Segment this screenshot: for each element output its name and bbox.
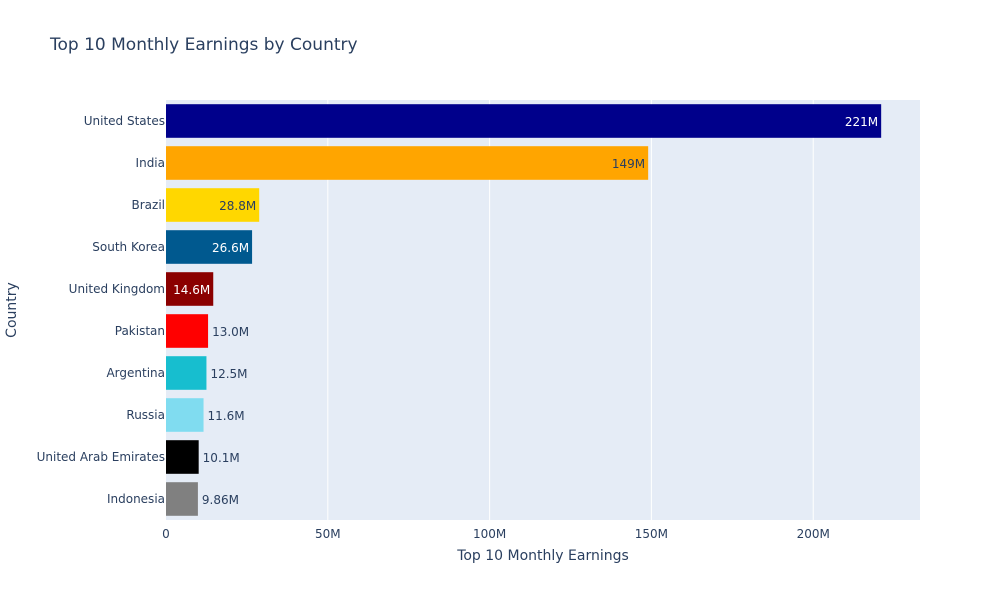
bar [166,104,882,138]
data-labels: 221M 149M 28.8M 26.6M 14.6M 13.0M 12.5M 11.6M 10… [173,115,878,507]
x-tick-label: 200M [797,527,830,541]
bar-value-label: 14.6M [173,283,210,297]
y-axis-ticks: United States India Brazil South Korea Unite… [37,114,165,506]
y-tick-label: Brazil [132,198,166,212]
y-tick-label: Pakistan [115,324,165,338]
bar [166,146,649,180]
bar-value-label: 9.86M [202,493,239,507]
bar-value-label: 28.8M [219,199,256,213]
chart-title: Top 10 Monthly Earnings by Country [49,35,358,55]
bar [166,314,209,348]
bar [166,482,198,516]
y-tick-label: Argentina [106,366,165,380]
x-axis-title: Top 10 Monthly Earnings [456,548,629,564]
y-tick-label: Indonesia [107,492,165,506]
bar [166,440,199,474]
bars [166,104,882,516]
bar-value-label: 149M [612,157,645,171]
y-axis-title: Country [4,282,20,338]
bar [166,398,204,432]
x-tick-label: 100M [473,527,506,541]
x-tick-label: 150M [635,527,668,541]
bar [166,356,207,390]
y-tick-label: India [136,156,165,170]
bar-value-label: 13.0M [212,325,249,339]
y-tick-label: United States [84,114,165,128]
bar [166,188,260,222]
y-tick-label: United Kingdom [69,282,165,296]
bar-value-label: 12.5M [210,367,247,381]
bar-value-label: 221M [845,115,878,129]
y-tick-label: South Korea [92,240,165,254]
bar [166,272,214,306]
x-tick-label: 0 [162,527,170,541]
bar-value-label: 11.6M [208,409,245,423]
y-tick-label: United Arab Emirates [37,450,165,464]
bar [166,230,253,264]
bar-value-label: 10.1M [203,451,240,465]
y-tick-label: Russia [126,408,165,422]
bar-value-label: 26.6M [212,241,249,255]
x-axis-ticks: 0 50M 100M 150M 200M [162,527,830,541]
x-tick-label: 50M [315,527,341,541]
